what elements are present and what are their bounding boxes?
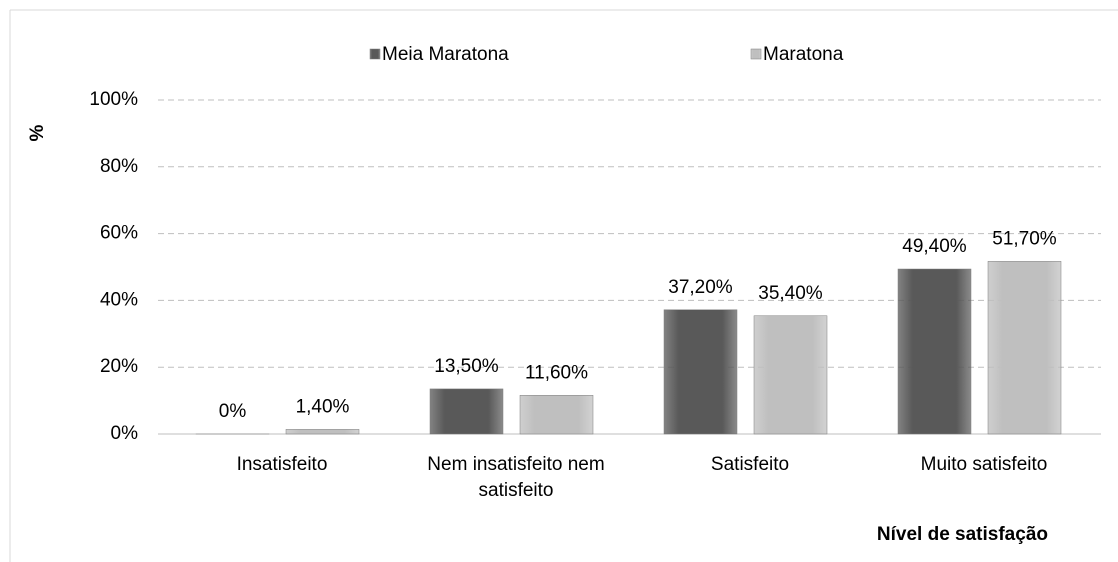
bar	[285, 429, 360, 435]
x-tick-label: Satisfeito	[710, 454, 790, 475]
data-label: 0%	[219, 401, 247, 422]
y-tick-label: 80%	[100, 156, 138, 177]
legend-label: Meia Maratona	[382, 44, 509, 65]
data-label: 13,50%	[434, 356, 499, 377]
data-label: 1,40%	[296, 396, 350, 417]
x-tick-label: Insatisfeito	[236, 454, 328, 475]
legend-swatch	[369, 48, 381, 60]
bar	[663, 309, 738, 435]
y-tick-label: 100%	[89, 89, 138, 110]
y-tick-label: 20%	[100, 356, 138, 377]
data-label: 35,40%	[758, 283, 823, 304]
data-label: 37,20%	[668, 277, 733, 298]
y-tick-label: 40%	[100, 289, 138, 310]
x-tick-label: Nem insatisfeito nem satisfeito	[427, 454, 605, 501]
data-label: 11,60%	[525, 362, 588, 383]
y-tick-label: 0%	[111, 423, 139, 444]
bar	[987, 261, 1062, 435]
legend-swatch	[750, 48, 762, 60]
bar	[429, 388, 504, 435]
bar	[753, 315, 828, 435]
data-label: 49,40%	[902, 236, 967, 257]
x-axis-title: Nível de satisfação	[877, 524, 1048, 545]
legend-label: Maratona	[763, 44, 844, 65]
data-label: 51,70%	[992, 228, 1057, 249]
bar	[519, 395, 594, 435]
x-tick-label: Muito satisfeito	[920, 454, 1048, 475]
bar	[897, 268, 972, 435]
y-tick-label: 60%	[100, 223, 138, 244]
y-axis-title: %	[27, 124, 48, 141]
